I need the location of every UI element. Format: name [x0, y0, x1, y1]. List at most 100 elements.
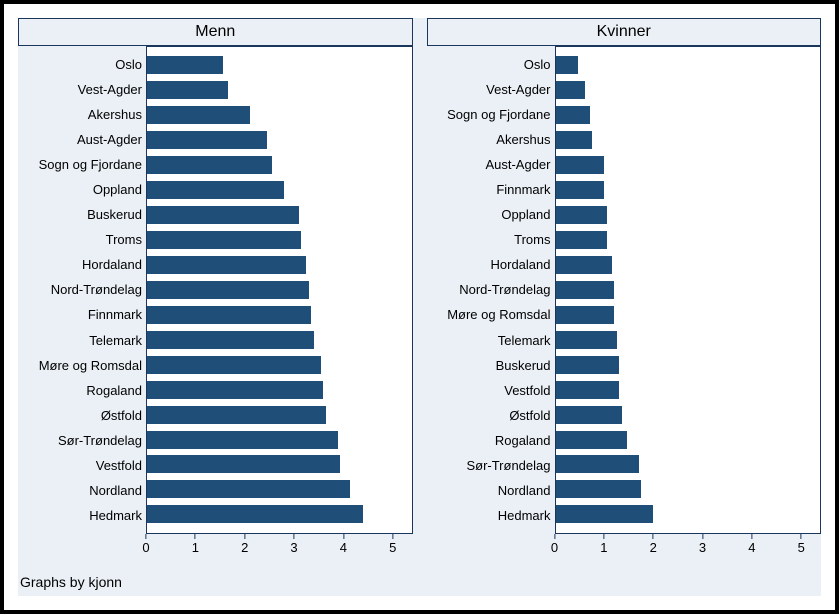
y-tick-label: Buskerud	[20, 208, 142, 221]
bar	[147, 156, 272, 174]
bar	[147, 181, 284, 199]
x-tick: 3	[290, 534, 297, 555]
y-tick-label: Finnmark	[20, 308, 142, 321]
bar	[556, 106, 590, 124]
x-tick-label: 3	[699, 540, 706, 555]
x-tick: 4	[340, 534, 347, 555]
bar-row	[556, 356, 821, 374]
y-tick-label: Telemark	[429, 334, 551, 347]
y-axis-labels: OsloVest-AgderAkershusAust-AgderSogn og …	[18, 46, 146, 534]
bar	[147, 505, 363, 523]
bar-row	[147, 106, 412, 124]
x-tick-mark	[801, 534, 802, 539]
y-tick-label: Aust-Agder	[20, 133, 142, 146]
bar-row	[556, 480, 821, 498]
bar	[556, 505, 654, 523]
x-tick: 4	[748, 534, 755, 555]
x-tick-mark	[653, 534, 654, 539]
y-tick-label: Vestfold	[20, 459, 142, 472]
y-tick-label: Akershus	[429, 133, 551, 146]
x-axis-spacer	[427, 534, 555, 562]
bar-row	[147, 256, 412, 274]
y-tick-label: Vestfold	[429, 384, 551, 397]
bar	[556, 281, 615, 299]
bar	[556, 131, 593, 149]
x-tick-label: 1	[192, 540, 199, 555]
x-tick: 5	[389, 534, 396, 555]
bar-row	[556, 406, 821, 424]
x-axis: 012345	[427, 534, 822, 562]
x-tick-mark	[244, 534, 245, 539]
y-tick-label: Sør-Trøndelag	[20, 434, 142, 447]
bar-row	[147, 306, 412, 324]
panels-container: MennOsloVest-AgderAkershusAust-AgderSogn…	[18, 18, 821, 562]
y-tick-label: Vest-Agder	[20, 83, 142, 96]
bar-row	[147, 206, 412, 224]
plot-wrap: OsloVest-AgderAkershusAust-AgderSogn og …	[18, 46, 413, 562]
bar-row	[556, 381, 821, 399]
y-tick-label: Nordland	[429, 484, 551, 497]
bar-row	[556, 206, 821, 224]
bar-row	[147, 181, 412, 199]
x-axis-spacer	[18, 534, 146, 562]
panel: MennOsloVest-AgderAkershusAust-AgderSogn…	[18, 18, 413, 562]
bar-row	[147, 381, 412, 399]
bar-row	[556, 331, 821, 349]
bar	[556, 480, 642, 498]
bar-row	[556, 431, 821, 449]
bar-row	[147, 505, 412, 523]
bar-row	[147, 406, 412, 424]
bar-row	[147, 331, 412, 349]
bar-row	[147, 431, 412, 449]
bar	[556, 356, 620, 374]
bar	[147, 480, 350, 498]
bar	[556, 406, 622, 424]
bar	[556, 431, 627, 449]
bar	[147, 306, 311, 324]
y-tick-label: Sogn og Fjordane	[20, 158, 142, 171]
bar	[556, 231, 607, 249]
bar	[556, 56, 578, 74]
y-tick-label: Østfold	[429, 409, 551, 422]
x-tick: 1	[192, 534, 199, 555]
x-tick-label: 5	[798, 540, 805, 555]
y-tick-label: Oslo	[20, 58, 142, 71]
bar	[556, 181, 605, 199]
bar	[147, 231, 301, 249]
bar-row	[556, 81, 821, 99]
x-tick-label: 5	[389, 540, 396, 555]
y-tick-label: Nord-Trøndelag	[20, 283, 142, 296]
y-tick-label: Østfold	[20, 409, 142, 422]
x-tick-label: 3	[290, 540, 297, 555]
x-tick-label: 1	[600, 540, 607, 555]
bar-row	[147, 356, 412, 374]
bar	[147, 206, 299, 224]
bar-row	[556, 156, 821, 174]
bar	[147, 455, 340, 473]
x-tick-mark	[751, 534, 752, 539]
bar-row	[556, 106, 821, 124]
x-tick-mark	[392, 534, 393, 539]
y-tick-label: Oppland	[429, 208, 551, 221]
y-tick-label: Rogaland	[20, 384, 142, 397]
plot-body: OsloVest-AgderSogn og FjordaneAkershusAu…	[427, 46, 822, 534]
x-axis: 012345	[18, 534, 413, 562]
y-tick-label: Nord-Trøndelag	[429, 283, 551, 296]
x-tick: 2	[650, 534, 657, 555]
bar	[556, 455, 639, 473]
x-tick-label: 4	[340, 540, 347, 555]
y-tick-label: Vest-Agder	[429, 83, 551, 96]
bar	[147, 356, 321, 374]
x-axis-ticks: 012345	[555, 534, 822, 562]
x-tick-label: 4	[748, 540, 755, 555]
bar-row	[147, 56, 412, 74]
y-axis-labels: OsloVest-AgderSogn og FjordaneAkershusAu…	[427, 46, 555, 534]
x-tick: 0	[142, 534, 149, 555]
figure-footer: Graphs by kjonn	[20, 574, 122, 590]
bar-row	[556, 256, 821, 274]
bar-row	[147, 281, 412, 299]
bar	[147, 81, 228, 99]
bar	[147, 381, 323, 399]
y-tick-label: Oppland	[20, 183, 142, 196]
x-tick-mark	[145, 534, 146, 539]
